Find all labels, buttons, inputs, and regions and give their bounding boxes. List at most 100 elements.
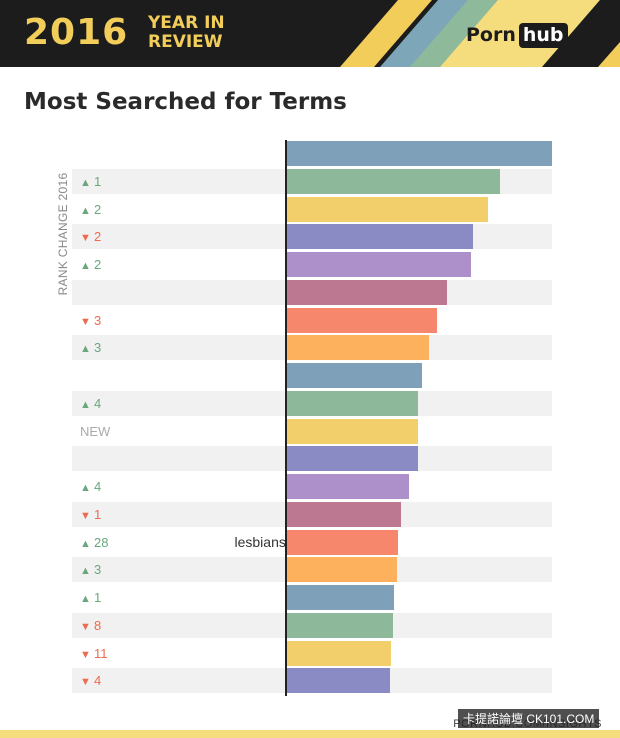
chart-row: ▼1threesome <box>72 501 552 527</box>
bar <box>286 418 419 444</box>
rank-change-label: ▲ 1 <box>80 169 101 194</box>
rank-change-label: ▲ 3 <box>80 335 101 360</box>
chart-row: ▼11squirt <box>72 640 552 666</box>
triangle-down-icon: ▼ <box>80 315 91 328</box>
header-stripe-dark <box>542 0 620 67</box>
bar <box>286 279 448 305</box>
chart-row: mom <box>72 279 552 305</box>
pornhub-logo[interactable]: Porn hub <box>466 20 568 50</box>
rank-change-label: ▲ 3 <box>80 557 101 582</box>
watermark: 卡提諾論壇 CK101.COM <box>458 709 600 728</box>
bar <box>286 501 401 527</box>
bar <box>286 612 393 638</box>
triangle-up-icon: ▲ <box>80 204 91 217</box>
triangle-down-icon: ▼ <box>80 620 91 633</box>
triangle-up-icon: ▲ <box>80 482 91 494</box>
bar <box>286 474 410 499</box>
rank-change-value: 1 <box>94 590 102 605</box>
triangle-up-icon: ▲ <box>80 176 91 189</box>
rank-change-label: ▲ 2 <box>80 252 101 277</box>
bar <box>286 585 394 610</box>
logo-text-porn: Porn <box>466 24 516 46</box>
rank-change-value: 2 <box>94 257 102 272</box>
chart-row: ▲2step sister <box>72 252 552 277</box>
rank-change-value: 4 <box>94 479 102 494</box>
bar <box>286 252 472 277</box>
header-banner: 2016 YEAR IN REVIEW Porn hub <box>0 0 620 67</box>
rank-change-label: ▼ 2 <box>80 224 101 249</box>
header-tagline-line2: REVIEW <box>148 32 223 52</box>
rank-change-value: 2 <box>94 229 102 245</box>
triangle-down-icon: ▼ <box>80 509 91 522</box>
triangle-up-icon: ▲ <box>80 593 91 605</box>
chart-row: ▼4gangbang <box>72 668 552 694</box>
header-year: 2016 <box>24 12 129 53</box>
chart-row: ▼8black <box>72 612 552 638</box>
chart-row: ▼2teen <box>72 224 552 250</box>
logo-text-hub: hub <box>518 22 568 48</box>
bar <box>286 168 501 194</box>
triangle-up-icon: ▲ <box>80 260 91 272</box>
triangle-up-icon: ▲ <box>80 537 91 550</box>
rank-change-value: 2 <box>94 201 102 217</box>
rank-change-value: 28 <box>94 534 109 550</box>
header-stripe-yellow <box>340 0 432 67</box>
bar <box>286 668 390 694</box>
chart-row: massage <box>72 363 552 388</box>
rank-change-value: 1 <box>94 173 102 189</box>
rank-change-value: 4 <box>94 395 102 411</box>
bar <box>286 557 397 583</box>
bar <box>286 640 391 666</box>
bar <box>286 196 488 222</box>
triangle-down-icon: ▼ <box>80 648 91 661</box>
rank-change-label: ▲ 4 <box>80 474 101 499</box>
bar <box>286 390 419 416</box>
header-tagline-line1: YEAR IN <box>148 13 225 33</box>
bar <box>286 529 398 555</box>
rank-change-value: 4 <box>94 673 102 689</box>
chart-row: NEWoverwatch <box>72 418 552 444</box>
bar <box>286 141 552 166</box>
rank-change-label: ▼ 11 <box>80 641 108 666</box>
chart-row: ▲1asian <box>72 585 552 610</box>
bar <box>286 335 430 361</box>
rank-change-label: ▲ 4 <box>80 391 101 416</box>
rank-change-value: 11 <box>94 645 108 661</box>
rank-change-label: ▲ 1 <box>80 585 101 610</box>
header-tagline: YEAR IN REVIEW <box>148 14 225 52</box>
footer-band <box>0 730 620 738</box>
triangle-up-icon: ▲ <box>80 343 91 356</box>
chart-row: ▼3cartoon <box>72 307 552 333</box>
rank-change-value: NEW <box>80 423 111 439</box>
bar <box>286 224 474 250</box>
chart-row: anal <box>72 446 552 472</box>
chart-row: ▲3creampie <box>72 557 552 583</box>
rank-change-value: 3 <box>94 340 102 356</box>
rank-change-label: ▼ 8 <box>80 613 101 638</box>
rank-change-value: 8 <box>94 617 102 633</box>
chart-title: Most Searched for Terms <box>24 89 347 115</box>
triangle-down-icon: ▼ <box>80 232 91 245</box>
chart-row: ▲3hentai <box>72 335 552 361</box>
bar <box>286 307 438 333</box>
rank-change-label: ▲ 2 <box>80 197 101 222</box>
bar <box>286 363 423 388</box>
rank-change-label: ▼ 4 <box>80 668 101 693</box>
bar <box>286 446 419 472</box>
rank-change-label: ▼ 1 <box>80 502 101 527</box>
triangle-down-icon: ▼ <box>80 676 91 689</box>
triangle-up-icon: ▲ <box>80 565 91 578</box>
rank-change-value: 3 <box>94 562 102 578</box>
rank-change-value: 1 <box>94 506 102 522</box>
chart-baseline <box>285 140 287 696</box>
triangle-up-icon: ▲ <box>80 398 91 411</box>
chart-row: ▲1step mom <box>72 168 552 194</box>
rank-change-label: ▼ 3 <box>80 308 101 333</box>
chart-row: ▲4ebony <box>72 474 552 499</box>
chart-row: ▲4japanese <box>72 390 552 416</box>
rank-change-label: ▲ 28 <box>80 530 108 555</box>
chart-row: ▲2MILF <box>72 196 552 222</box>
chart-row: lesbian <box>72 141 552 166</box>
